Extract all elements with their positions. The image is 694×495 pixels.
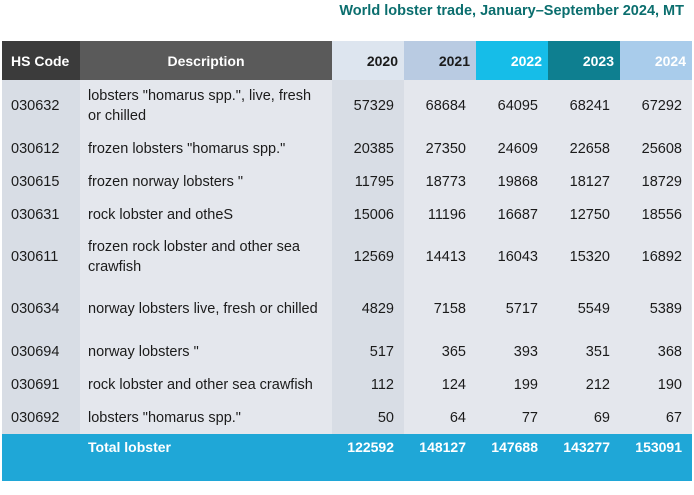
total-value-cell: 147688 <box>476 434 548 481</box>
value-cell: 25608 <box>620 132 692 165</box>
value-cell: 112 <box>332 368 404 401</box>
total-hs-cell <box>2 434 80 481</box>
value-cell: 14413 <box>404 231 476 283</box>
header-year-2024: 2024 <box>620 41 692 80</box>
table-row: 030694 norway lobsters " 517 365 393 351… <box>2 335 692 368</box>
table-row: 030611 frozen rock lobster and other sea… <box>2 231 692 283</box>
value-cell: 57329 <box>332 80 404 132</box>
value-cell: 24609 <box>476 132 548 165</box>
value-cell: 12750 <box>548 198 620 231</box>
lobster-trade-table: HS Code Description 2020 2021 2022 2023 … <box>2 41 692 481</box>
description-cell: frozen norway lobsters " <box>80 165 332 198</box>
value-cell: 190 <box>620 368 692 401</box>
value-cell: 15006 <box>332 198 404 231</box>
header-year-2020: 2020 <box>332 41 404 80</box>
value-cell: 18127 <box>548 165 620 198</box>
value-cell: 18729 <box>620 165 692 198</box>
total-label: Total lobster <box>80 434 332 481</box>
description-cell: norway lobsters live, fresh or chilled <box>80 283 332 335</box>
header-year-2022: 2022 <box>476 41 548 80</box>
value-cell: 16687 <box>476 198 548 231</box>
description-cell: rock lobster and other sea crawfish <box>80 368 332 401</box>
total-value-cell: 148127 <box>404 434 476 481</box>
description-cell: frozen rock lobster and other sea crawfi… <box>80 231 332 283</box>
hs-code-cell: 030611 <box>2 231 80 283</box>
value-cell: 12569 <box>332 231 404 283</box>
value-cell: 365 <box>404 335 476 368</box>
header-row: HS Code Description 2020 2021 2022 2023 … <box>2 41 692 80</box>
hs-code-cell: 030691 <box>2 368 80 401</box>
value-cell: 15320 <box>548 231 620 283</box>
value-cell: 50 <box>332 401 404 434</box>
value-cell: 20385 <box>332 132 404 165</box>
table-row: 030631 rock lobster and otheS 15006 1119… <box>2 198 692 231</box>
description-cell: lobsters "homarus spp.", live, fresh or … <box>80 80 332 132</box>
value-cell: 67292 <box>620 80 692 132</box>
value-cell: 22658 <box>548 132 620 165</box>
value-cell: 69 <box>548 401 620 434</box>
value-cell: 124 <box>404 368 476 401</box>
value-cell: 27350 <box>404 132 476 165</box>
value-cell: 64095 <box>476 80 548 132</box>
value-cell: 67 <box>620 401 692 434</box>
value-cell: 212 <box>548 368 620 401</box>
hs-code-cell: 030612 <box>2 132 80 165</box>
value-cell: 18556 <box>620 198 692 231</box>
hs-code-cell: 030692 <box>2 401 80 434</box>
value-cell: 18773 <box>404 165 476 198</box>
total-value-cell: 153091 <box>620 434 692 481</box>
hs-code-cell: 030631 <box>2 198 80 231</box>
description-cell: frozen lobsters "homarus spp." <box>80 132 332 165</box>
value-cell: 393 <box>476 335 548 368</box>
header-description: Description <box>80 41 332 80</box>
value-cell: 77 <box>476 401 548 434</box>
total-value-cell: 122592 <box>332 434 404 481</box>
hs-code-cell: 030634 <box>2 283 80 335</box>
value-cell: 68684 <box>404 80 476 132</box>
value-cell: 19868 <box>476 165 548 198</box>
value-cell: 11795 <box>332 165 404 198</box>
hs-code-cell: 030694 <box>2 335 80 368</box>
table-row: 030615 frozen norway lobsters " 11795 18… <box>2 165 692 198</box>
value-cell: 11196 <box>404 198 476 231</box>
value-cell: 4829 <box>332 283 404 335</box>
header-year-2023: 2023 <box>548 41 620 80</box>
value-cell: 5717 <box>476 283 548 335</box>
value-cell: 16892 <box>620 231 692 283</box>
table-row: 030632 lobsters "homarus spp.", live, fr… <box>2 80 692 132</box>
value-cell: 16043 <box>476 231 548 283</box>
value-cell: 368 <box>620 335 692 368</box>
value-cell: 5389 <box>620 283 692 335</box>
value-cell: 7158 <box>404 283 476 335</box>
header-year-2021: 2021 <box>404 41 476 80</box>
value-cell: 5549 <box>548 283 620 335</box>
description-cell: norway lobsters " <box>80 335 332 368</box>
table-title: World lobster trade, January–September 2… <box>339 3 684 19</box>
value-cell: 351 <box>548 335 620 368</box>
table-row: 030691 rock lobster and other sea crawfi… <box>2 368 692 401</box>
hs-code-cell: 030632 <box>2 80 80 132</box>
value-cell: 199 <box>476 368 548 401</box>
table-row: 030612 frozen lobsters "homarus spp." 20… <box>2 132 692 165</box>
table-row: 030634 norway lobsters live, fresh or ch… <box>2 283 692 335</box>
value-cell: 64 <box>404 401 476 434</box>
description-cell: lobsters "homarus spp." <box>80 401 332 434</box>
description-cell: rock lobster and otheS <box>80 198 332 231</box>
hs-code-cell: 030615 <box>2 165 80 198</box>
total-value-cell: 143277 <box>548 434 620 481</box>
value-cell: 68241 <box>548 80 620 132</box>
table-row: 030692 lobsters "homarus spp." 50 64 77 … <box>2 401 692 434</box>
total-row: Total lobster 122592 148127 147688 14327… <box>2 434 692 481</box>
header-hs-code: HS Code <box>2 41 80 80</box>
value-cell: 517 <box>332 335 404 368</box>
